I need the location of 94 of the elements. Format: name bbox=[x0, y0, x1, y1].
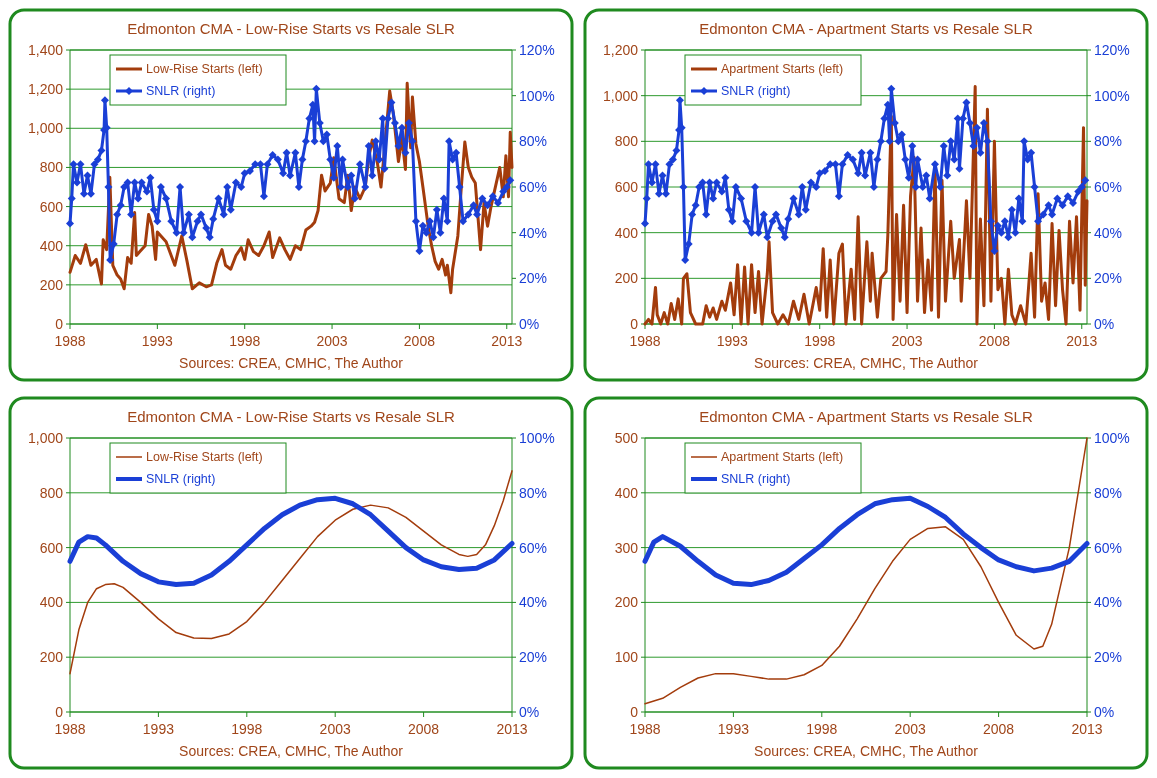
x-tick-label: 1988 bbox=[629, 333, 661, 349]
legend-label: SNLR (right) bbox=[146, 84, 216, 98]
chart-title: Edmonton CMA - Apartment Starts vs Resale SLR bbox=[699, 408, 1033, 425]
legend-label: SNLR (right) bbox=[146, 472, 216, 486]
y-tick-label: 200 bbox=[39, 649, 64, 666]
legend-label: Apartment Starts (left) bbox=[721, 450, 844, 464]
x-tick-label: 2008 bbox=[978, 333, 1011, 349]
y2-tick-label: 20% bbox=[1094, 270, 1123, 287]
source-note: Sources: CREA, CMHC, The Author bbox=[179, 355, 404, 371]
source-note: Sources: CREA, CMHC, The Author bbox=[754, 743, 979, 759]
y2-tick-label: 80% bbox=[1094, 484, 1123, 501]
y2-tick-label: 120% bbox=[519, 42, 555, 58]
chart-title: Edmonton CMA - Apartment Starts vs Resale SLR bbox=[699, 20, 1033, 37]
y-tick-label: 400 bbox=[39, 594, 64, 611]
y-tick-label: 0 bbox=[55, 316, 64, 332]
x-tick-label: 2013 bbox=[491, 333, 523, 349]
y-tick-label: 1,400 bbox=[27, 42, 64, 58]
x-tick-label: 2003 bbox=[894, 721, 926, 737]
y-tick-label: 200 bbox=[614, 594, 639, 611]
y2-tick-label: 80% bbox=[1094, 133, 1123, 150]
x-tick-label: 2013 bbox=[1071, 721, 1103, 737]
x-tick-label: 1998 bbox=[231, 721, 263, 737]
y-tick-label: 1,000 bbox=[27, 430, 64, 446]
x-tick-label: 2013 bbox=[496, 721, 528, 737]
y-tick-label: 1,000 bbox=[27, 120, 64, 137]
x-tick-label: 1988 bbox=[54, 721, 86, 737]
chart-title: Edmonton CMA - Low-Rise Starts vs Resale SLR bbox=[127, 20, 455, 37]
y-tick-label: 800 bbox=[614, 133, 639, 150]
x-tick-label: 2003 bbox=[319, 721, 351, 737]
y2-tick-label: 60% bbox=[1094, 539, 1123, 556]
legend-label: Apartment Starts (left) bbox=[721, 62, 844, 76]
y-tick-label: 0 bbox=[630, 316, 639, 332]
y-tick-label: 600 bbox=[39, 198, 64, 215]
legend-label: Low-Rise Starts (left) bbox=[146, 450, 263, 464]
legend-label: SNLR (right) bbox=[721, 472, 791, 486]
x-tick-label: 1993 bbox=[141, 333, 174, 349]
x-tick-label: 1988 bbox=[54, 333, 86, 349]
y2-tick-label: 40% bbox=[519, 224, 548, 241]
y-tick-label: 500 bbox=[614, 430, 639, 446]
y-tick-label: 200 bbox=[614, 270, 639, 287]
y2-tick-label: 100% bbox=[519, 430, 555, 446]
legend-label: Low-Rise Starts (left) bbox=[146, 62, 263, 76]
line-series bbox=[69, 470, 513, 675]
y2-tick-label: 40% bbox=[519, 594, 548, 611]
y-tick-label: 400 bbox=[614, 224, 639, 241]
x-tick-label: 1998 bbox=[229, 333, 261, 349]
y-tick-label: 800 bbox=[39, 159, 64, 176]
y-tick-label: 400 bbox=[39, 237, 64, 254]
y2-tick-label: 60% bbox=[519, 179, 548, 195]
y2-tick-label: 80% bbox=[519, 484, 548, 501]
y2-tick-label: 60% bbox=[519, 539, 548, 556]
y2-tick-label: 60% bbox=[1094, 179, 1123, 195]
y2-tick-label: 20% bbox=[519, 649, 548, 666]
y2-tick-label: 100% bbox=[1094, 87, 1130, 104]
x-tick-label: 1988 bbox=[629, 721, 661, 737]
y-tick-label: 300 bbox=[614, 539, 639, 556]
y-tick-label: 0 bbox=[55, 704, 64, 720]
y2-tick-label: 40% bbox=[1094, 224, 1123, 241]
y-tick-label: 600 bbox=[614, 179, 639, 195]
y-tick-label: 1,200 bbox=[602, 42, 639, 58]
y2-tick-label: 0% bbox=[1094, 704, 1115, 720]
y-tick-label: 400 bbox=[614, 484, 639, 501]
y-tick-label: 100 bbox=[614, 649, 639, 666]
x-tick-label: 2003 bbox=[891, 333, 923, 349]
y2-tick-label: 40% bbox=[1094, 594, 1123, 611]
chart-title: Edmonton CMA - Low-Rise Starts vs Resale SLR bbox=[127, 408, 455, 425]
source-note: Sources: CREA, CMHC, The Author bbox=[754, 355, 979, 371]
y2-tick-label: 0% bbox=[1094, 316, 1115, 332]
x-tick-label: 2008 bbox=[408, 721, 440, 737]
x-tick-label: 1993 bbox=[717, 721, 750, 737]
y2-tick-label: 80% bbox=[519, 133, 548, 150]
x-tick-label: 1993 bbox=[142, 721, 175, 737]
y2-tick-label: 120% bbox=[1094, 42, 1130, 58]
x-tick-label: 2003 bbox=[316, 333, 348, 349]
y-tick-label: 600 bbox=[39, 539, 64, 556]
y-tick-label: 1,200 bbox=[27, 81, 64, 98]
x-tick-label: 2013 bbox=[1066, 333, 1098, 349]
x-tick-label: 1998 bbox=[806, 721, 838, 737]
source-note: Sources: CREA, CMHC, The Author bbox=[179, 743, 404, 759]
y2-tick-label: 100% bbox=[519, 87, 555, 104]
y2-tick-label: 0% bbox=[519, 704, 540, 720]
legend-label: SNLR (right) bbox=[721, 84, 791, 98]
y2-tick-label: 100% bbox=[1094, 430, 1130, 446]
y2-tick-label: 0% bbox=[519, 316, 540, 332]
y2-tick-label: 20% bbox=[519, 270, 548, 287]
y2-tick-label: 20% bbox=[1094, 649, 1123, 666]
y-tick-label: 1,000 bbox=[602, 87, 639, 104]
y-tick-label: 0 bbox=[630, 704, 639, 720]
x-tick-label: 1993 bbox=[716, 333, 749, 349]
x-tick-label: 2008 bbox=[403, 333, 436, 349]
x-tick-label: 2008 bbox=[983, 721, 1015, 737]
y-tick-label: 200 bbox=[39, 276, 64, 293]
x-tick-label: 1998 bbox=[804, 333, 836, 349]
y-tick-label: 800 bbox=[39, 484, 64, 501]
